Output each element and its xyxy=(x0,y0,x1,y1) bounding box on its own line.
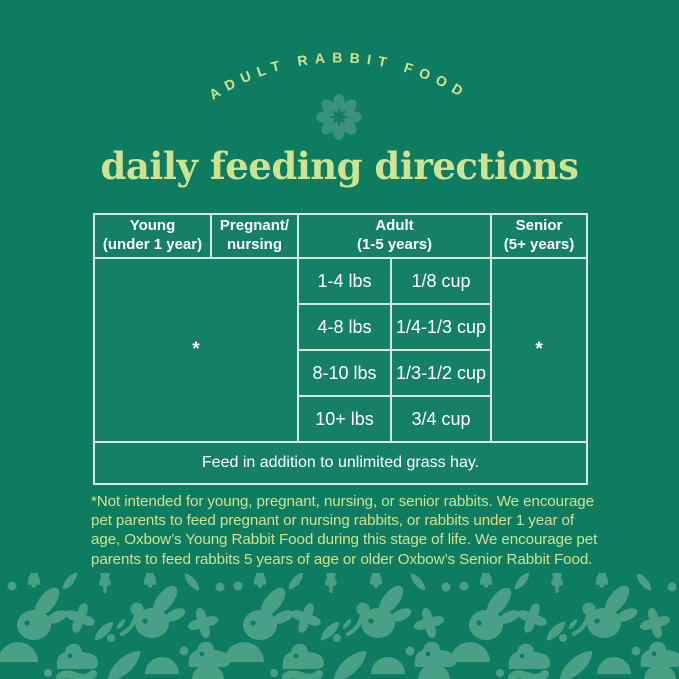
adult-weight-cell: 1-4 lbs xyxy=(297,257,392,305)
col-header-senior: Senior (5+ years) xyxy=(490,213,589,259)
adult-weight-cell: 8-10 lbs xyxy=(297,349,392,397)
flower-medallion-icon xyxy=(316,94,362,140)
adult-amount-cell: 1/8 cup xyxy=(389,257,493,305)
table-row: 10+ lbs 3/4 cup xyxy=(94,395,587,443)
table-row: 8-10 lbs 1/3-1/2 cup xyxy=(94,349,587,397)
col-header-adult: Adult (1-5 years) xyxy=(296,213,493,259)
table-header-row: Young (under 1 year) Pregnant/ nursing A… xyxy=(93,213,589,259)
adult-weight-cell: 10+ lbs xyxy=(297,395,392,443)
rabbit-pattern-band xyxy=(0,573,679,679)
arc-product-name: ADULT RABBIT FOOD xyxy=(206,49,465,102)
hay-note-cell: Feed in addition to unlimited grass hay. xyxy=(92,441,589,485)
col-header-pregnant: Pregnant/ nursing xyxy=(210,213,299,259)
senior-asterisk: * xyxy=(490,257,589,443)
col-header-young: Young (under 1 year) xyxy=(93,213,212,259)
table-row: * 1-4 lbs 1/8 cup * xyxy=(93,257,589,443)
young-pregnant-asterisk: * xyxy=(93,257,299,443)
adult-weight-cell: 4-8 lbs xyxy=(297,303,392,351)
hay-note-row: Feed in addition to unlimited grass hay. xyxy=(92,441,589,485)
footnote-text: *Not intended for young, pregnant, nursi… xyxy=(91,493,598,568)
adult-amount-cell: 1/4-1/3 cup xyxy=(389,303,493,351)
table-row: 4-8 lbs 1/4-1/3 cup xyxy=(94,303,587,351)
adult-amount-cell: 3/4 cup xyxy=(389,395,493,443)
page-title: daily feeding directions xyxy=(100,144,579,188)
star-cutout xyxy=(329,107,349,127)
adult-amount-cell: 1/3-1/2 cup xyxy=(389,349,493,397)
feeding-table: Young (under 1 year) Pregnant/ nursing A… xyxy=(92,213,589,485)
